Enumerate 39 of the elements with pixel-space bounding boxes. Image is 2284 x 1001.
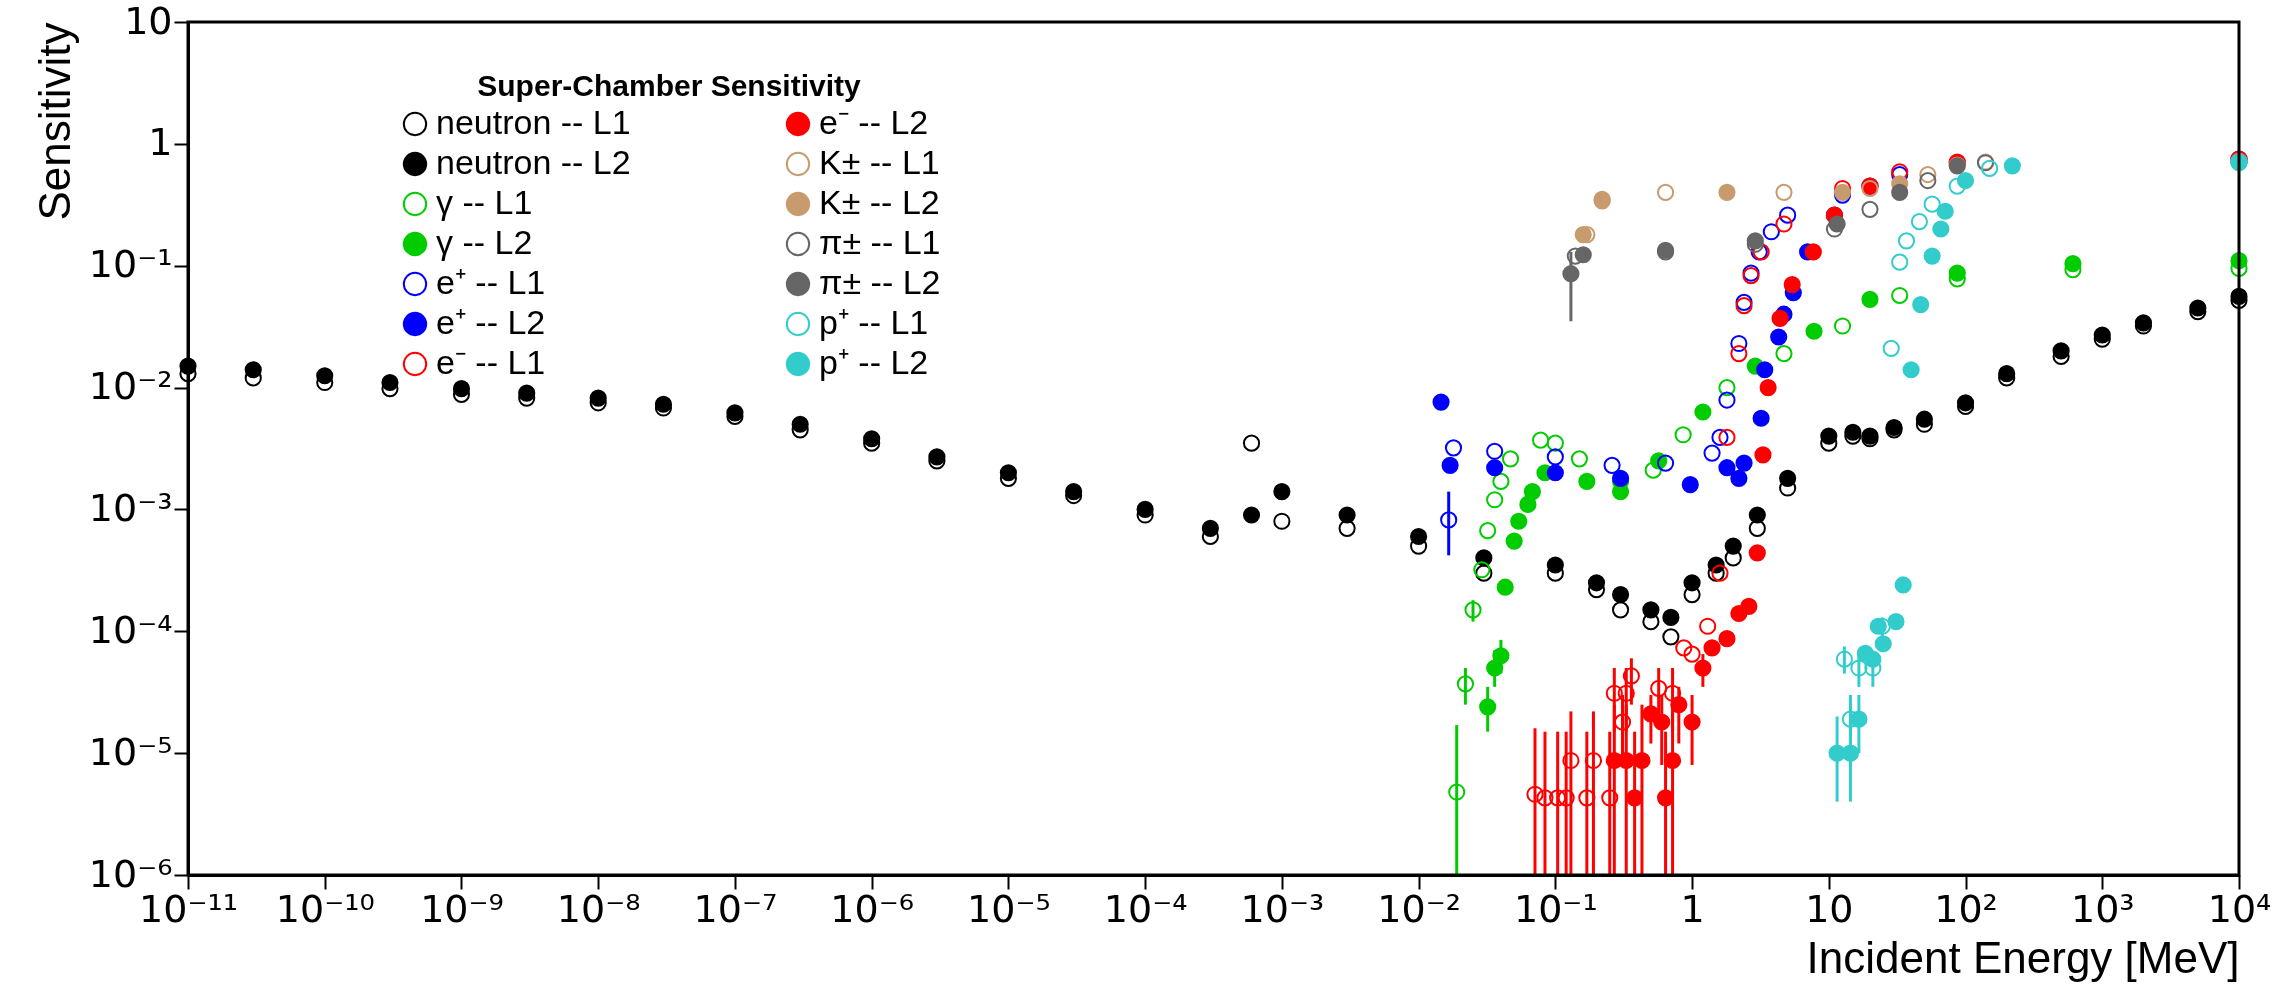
legend-label: e⁻ -- L1 <box>436 343 546 381</box>
x-tick-label: 10⁻² <box>1377 886 1461 931</box>
x-tick-label: 10⁻⁵ <box>967 886 1051 931</box>
legend-label: p⁺ -- L2 <box>819 343 929 381</box>
legend-label: e⁺ -- L1 <box>436 263 546 301</box>
legend-label: K± -- L1 <box>819 143 940 181</box>
y-tick-label: 10⁻⁵ <box>88 729 173 774</box>
y-axis-title: Sensitivity <box>29 22 79 221</box>
x-tick-label: 10⁴ <box>2207 886 2272 931</box>
x-tick-label: 10² <box>1934 886 1998 931</box>
x-tick-label: 10⁻⁹ <box>420 886 504 931</box>
y-tick-label: 10 <box>124 0 173 43</box>
x-tick-label: 1 <box>1680 886 1705 931</box>
y-tick-label: 10⁻⁴ <box>88 607 173 652</box>
x-tick-label: 10⁻⁶ <box>830 886 914 931</box>
y-tick-label: 10⁻² <box>88 364 173 409</box>
x-tick-label: 10⁻⁷ <box>693 886 778 931</box>
x-tick-label: 10⁻¹ <box>1514 886 1598 931</box>
x-tick-label: 10³ <box>2070 886 2135 931</box>
legend-label: K± -- L2 <box>819 183 940 221</box>
legend-title: Super-Chamber Sensitivity <box>477 69 862 102</box>
y-tick-label: 1 <box>148 120 173 165</box>
x-tick-label: 10⁻⁸ <box>556 886 641 931</box>
legend-label: γ -- L1 <box>436 183 533 221</box>
x-tick-label: 10⁻³ <box>1240 886 1325 931</box>
legend-label: p⁺ -- L1 <box>819 303 929 341</box>
x-tick-label: 10⁻⁴ <box>1103 886 1188 931</box>
x-tick-label: 10 <box>1805 886 1854 931</box>
legend-label: neutron -- L1 <box>436 103 631 141</box>
x-axis-title: Incident Energy [MeV] <box>1806 932 2240 982</box>
y-tick-label: 10⁻¹ <box>88 242 173 287</box>
legend-label: π± -- L1 <box>819 223 941 261</box>
x-tick-label: 10⁻¹⁰ <box>275 886 375 931</box>
legend-label: π± -- L2 <box>819 263 941 301</box>
legend-label: e⁺ -- L2 <box>436 303 546 341</box>
legend-label: e⁻ -- L2 <box>819 103 929 141</box>
legend-label: neutron -- L2 <box>436 143 631 181</box>
y-tick-label: 10⁻³ <box>88 485 173 530</box>
legend-label: γ -- L2 <box>436 223 533 261</box>
